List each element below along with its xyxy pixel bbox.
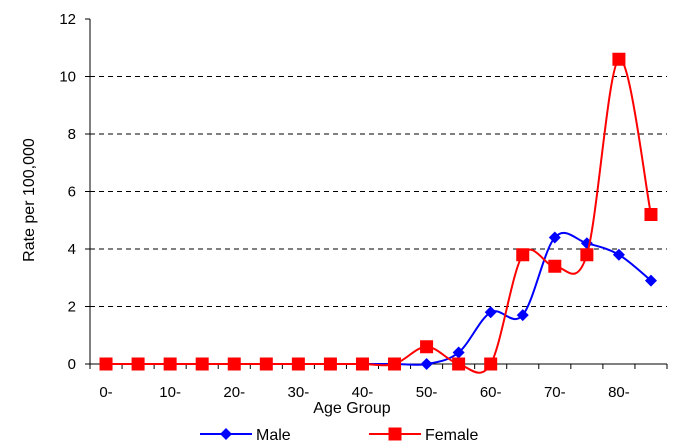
- y-tick-label: 4: [68, 241, 76, 258]
- data-point-female: [131, 357, 145, 371]
- series-female: [99, 52, 658, 374]
- y-axis-title: Rate per 100,000: [21, 138, 38, 262]
- x-tick-label: 50-: [416, 384, 438, 401]
- data-point-female: [291, 357, 305, 371]
- series-layer: [99, 52, 658, 374]
- data-point-female: [612, 52, 626, 66]
- data-point-female: [484, 357, 498, 371]
- data-point-female: [323, 357, 337, 371]
- legend-label: Male: [256, 427, 291, 444]
- gridlines: [90, 76, 667, 307]
- legend-item-female: Female: [369, 427, 478, 444]
- data-point-female: [388, 357, 402, 371]
- x-tick-label: 40-: [352, 384, 374, 401]
- y-tick-label: 12: [59, 11, 76, 28]
- y-tick-label: 0: [68, 356, 76, 373]
- x-tick-label: 70-: [544, 384, 566, 401]
- data-point-male: [644, 274, 657, 287]
- data-point-male: [516, 309, 529, 322]
- data-point-female: [259, 357, 273, 371]
- data-point-male: [548, 231, 561, 244]
- data-point-female: [548, 259, 562, 273]
- x-tick-label: 80-: [608, 384, 630, 401]
- data-point-female: [163, 357, 177, 371]
- y-tick-label: 6: [68, 184, 76, 201]
- data-point-female: [516, 248, 530, 262]
- x-tick-label: 30-: [288, 384, 310, 401]
- legend: Male Female: [200, 427, 478, 444]
- x-axis-ticks: 0- 10- 20- 30- 40- 50- 60- 70- 80-: [89, 364, 668, 401]
- y-axis-ticks: 0 2 4 6 8 10 12: [59, 11, 90, 373]
- x-tick-label: 60-: [480, 384, 502, 401]
- x-tick-label: 10-: [159, 384, 181, 401]
- x-axis-title: Age Group: [313, 400, 390, 417]
- data-point-female: [355, 357, 369, 371]
- data-point-male: [452, 346, 465, 359]
- data-point-male: [420, 358, 433, 370]
- data-point-male: [612, 248, 625, 261]
- data-point-female: [420, 340, 434, 354]
- legend-swatch-marker: [388, 427, 402, 441]
- data-point-male: [484, 306, 497, 319]
- y-tick-label: 2: [68, 299, 76, 316]
- data-point-female: [227, 357, 241, 371]
- x-tick-label: 20-: [223, 384, 245, 401]
- data-point-female: [452, 357, 466, 371]
- data-point-female: [195, 357, 209, 371]
- data-point-female: [580, 248, 594, 262]
- x-tick-label: 0-: [99, 384, 112, 401]
- legend-item-male: Male: [200, 427, 291, 444]
- legend-swatch-marker: [220, 428, 232, 440]
- y-tick-label: 8: [68, 126, 76, 143]
- legend-label: Female: [425, 427, 478, 444]
- y-tick-label: 10: [59, 69, 76, 86]
- data-point-female: [99, 357, 113, 371]
- data-point-female: [644, 208, 658, 221]
